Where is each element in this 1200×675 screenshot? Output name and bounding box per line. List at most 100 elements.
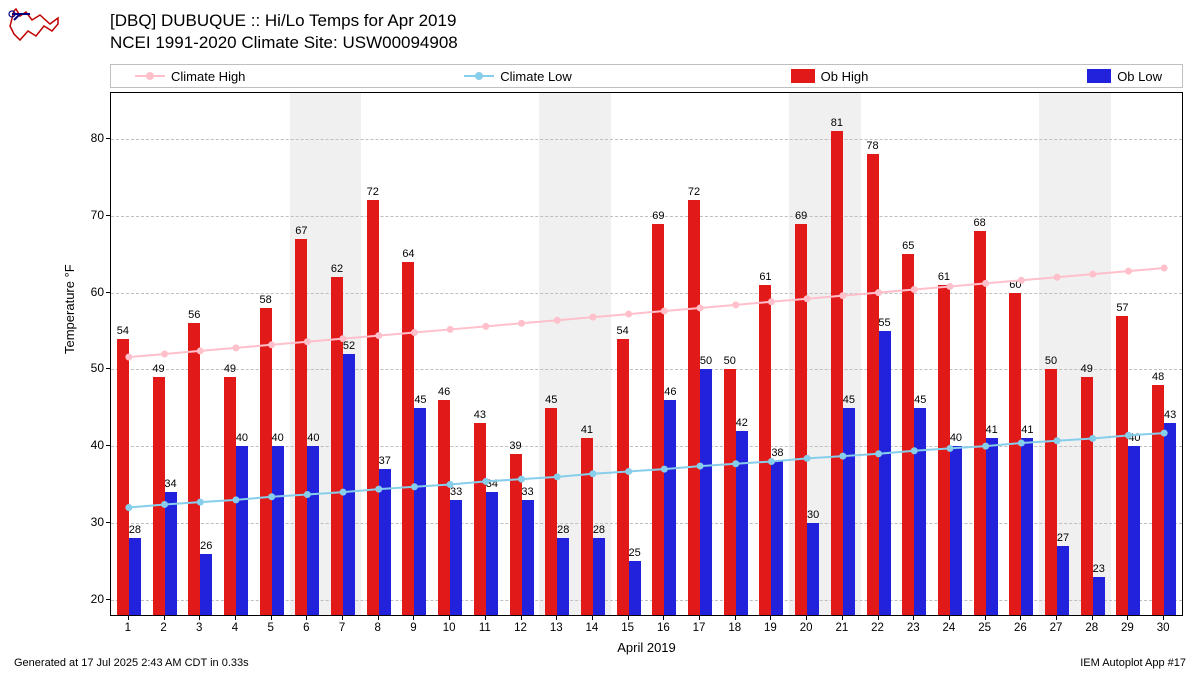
ob-low-label: 34 <box>486 478 498 490</box>
iem-logo <box>6 6 61 46</box>
xtick-label: 10 <box>443 622 456 634</box>
ytick-mark <box>106 445 110 446</box>
ob-high-bar <box>581 438 593 615</box>
xtick-label: 22 <box>871 622 884 634</box>
xtick-mark <box>378 616 379 620</box>
climate-high-marker <box>161 351 168 358</box>
ob-high-bar <box>1081 377 1093 615</box>
ob-low-label: 37 <box>379 455 391 467</box>
plot-area: 5428493456264940584067406252723764454633… <box>110 92 1183 616</box>
ob-high-label: 78 <box>866 140 878 152</box>
ob-high-bar <box>795 224 807 616</box>
legend-ob-high: Ob High <box>791 69 869 84</box>
xtick-mark <box>663 616 664 620</box>
ob-low-bar <box>200 554 212 615</box>
ob-high-bar <box>1152 385 1164 615</box>
ytick-label: 30 <box>74 515 104 529</box>
ob-high-label: 67 <box>295 225 307 237</box>
ob-low-bar <box>807 523 819 615</box>
chart-title: [DBQ] DUBUQUE :: Hi/Lo Temps for Apr 201… <box>110 10 458 54</box>
climate-high-marker <box>1161 265 1168 272</box>
xtick-mark <box>342 616 343 620</box>
ob-high-bar <box>1116 316 1128 615</box>
ob-high-bar <box>510 454 522 615</box>
legend-ob-low: Ob Low <box>1087 69 1162 84</box>
ob-low-label: 34 <box>164 478 176 490</box>
xtick-mark <box>413 616 414 620</box>
ob-low-label: 43 <box>1164 409 1176 421</box>
xtick-label: 24 <box>943 622 956 634</box>
xtick-mark <box>556 616 557 620</box>
ob-high-label: 54 <box>117 325 129 337</box>
ob-high-bar <box>224 377 236 615</box>
xtick-label: 7 <box>339 622 345 634</box>
xtick-mark <box>1127 616 1128 620</box>
ob-high-label: 72 <box>367 186 379 198</box>
ob-high-bar <box>1009 293 1021 615</box>
xtick-label: 1 <box>125 622 131 634</box>
xtick-mark <box>1020 616 1021 620</box>
ob-high-bar <box>331 277 343 615</box>
ob-low-bar <box>986 438 998 615</box>
xtick-label: 5 <box>267 622 273 634</box>
ob-high-label: 43 <box>474 409 486 421</box>
ob-high-label: 57 <box>1116 302 1128 314</box>
ytick-mark <box>106 138 110 139</box>
ob-low-bar <box>736 431 748 615</box>
xtick-label: 2 <box>160 622 166 634</box>
gridline <box>111 139 1182 140</box>
ob-low-label: 40 <box>950 432 962 444</box>
ob-high-label: 68 <box>974 217 986 229</box>
xtick-mark <box>199 616 200 620</box>
ob-high-bar <box>867 154 879 615</box>
ob-low-bar <box>700 369 712 615</box>
ob-low-label: 45 <box>843 394 855 406</box>
ob-low-bar <box>272 446 284 615</box>
ytick-label: 60 <box>74 285 104 299</box>
ob-low-bar <box>771 461 783 615</box>
ob-high-label: 48 <box>1152 371 1164 383</box>
ob-low-label: 40 <box>272 432 284 444</box>
ob-low-label: 28 <box>129 524 141 536</box>
ytick-label: 20 <box>74 592 104 606</box>
ob-high-bar <box>652 224 664 616</box>
climate-high-marker <box>447 326 454 333</box>
ob-low-label: 40 <box>1128 432 1140 444</box>
ob-low-bar <box>914 408 926 615</box>
ob-low-label: 30 <box>807 509 819 521</box>
ob-low-label: 50 <box>700 355 712 367</box>
ytick-mark <box>106 368 110 369</box>
xtick-mark <box>1092 616 1093 620</box>
xtick-label: 11 <box>479 622 491 634</box>
ytick-label: 70 <box>74 208 104 222</box>
ob-high-bar <box>474 423 486 615</box>
legend-climate-low: Climate Low <box>464 69 572 84</box>
climate-high-marker <box>482 323 489 330</box>
ob-high-label: 60 <box>1009 279 1021 291</box>
climate-high-marker <box>1125 268 1132 275</box>
ytick-mark <box>106 215 110 216</box>
xtick-label: 16 <box>657 622 670 634</box>
xtick-label: 13 <box>550 622 563 634</box>
ob-low-label: 28 <box>557 524 569 536</box>
ob-high-bar <box>367 200 379 615</box>
ob-high-bar <box>688 200 700 615</box>
xtick-mark <box>521 616 522 620</box>
ob-low-bar <box>664 400 676 615</box>
ob-low-label: 46 <box>664 386 676 398</box>
ob-high-bar <box>617 339 629 615</box>
xtick-mark <box>878 616 879 620</box>
ob-low-bar <box>414 408 426 615</box>
xtick-mark <box>1056 616 1057 620</box>
xtick-label: 15 <box>621 622 634 634</box>
xtick-mark <box>985 616 986 620</box>
xtick-label: 19 <box>764 622 777 634</box>
legend-climate-high: Climate High <box>135 69 245 84</box>
xtick-label: 27 <box>1050 622 1063 634</box>
footer-generated: Generated at 17 Jul 2025 2:43 AM CDT in … <box>14 657 249 669</box>
ob-low-label: 40 <box>307 432 319 444</box>
xtick-label: 12 <box>514 622 527 634</box>
xtick-mark <box>592 616 593 620</box>
xtick-mark <box>449 616 450 620</box>
ob-low-bar <box>1128 446 1140 615</box>
